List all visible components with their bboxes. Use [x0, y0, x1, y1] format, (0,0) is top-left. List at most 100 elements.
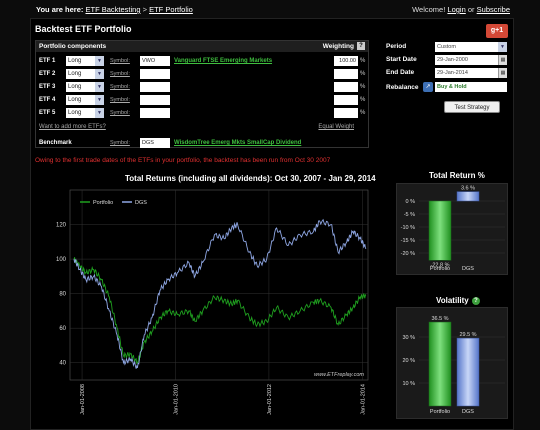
bar [428, 321, 452, 407]
etf-label: ETF 4 [39, 97, 56, 103]
benchmark-fund-link[interactable]: WisdomTree Emerg Mkts SmallCap Dividend [174, 140, 302, 146]
etf-label: ETF 1 [39, 58, 56, 64]
chevron-down-icon: ▼ [95, 69, 104, 79]
benchmark-symbol-input[interactable]: DGS [140, 138, 170, 148]
symbol-lookup-link[interactable]: Symbol: [110, 84, 130, 90]
y-tick-label: 20 % [402, 358, 415, 364]
etf-row: ETF 3 Long ▼ Symbol:% [36, 81, 368, 94]
weight-input[interactable] [334, 82, 358, 92]
symbol-input[interactable] [140, 108, 170, 118]
volatility-title: Volatility [436, 296, 469, 305]
position-select[interactable]: Long ▼ [66, 56, 104, 66]
portfolio-components-panel: Portfolio components Weighting ? ETF 1 Lo… [35, 40, 369, 148]
welcome-text: Welcome! [412, 5, 446, 14]
help-icon[interactable]: ? [357, 42, 365, 50]
watermark: www.ETFreplay.com [314, 372, 364, 378]
position-select[interactable]: Long ▼ [66, 95, 104, 105]
y-tick-label: -5 % [404, 212, 415, 218]
period-select[interactable]: Custom ▼ [435, 42, 507, 52]
y-tick-label: 10 % [402, 381, 415, 387]
chevron-down-icon: ▼ [498, 42, 507, 52]
position-value: Long [68, 110, 82, 116]
position-select[interactable]: Long ▼ [66, 82, 104, 92]
breadcrumb-etf-backtesting-link[interactable]: ETF Backtesting [85, 5, 141, 14]
category-label: DGS [462, 266, 474, 272]
symbol-input[interactable] [140, 95, 170, 105]
info-icon[interactable]: ↗ [423, 82, 433, 92]
start-date-value: 29-Jan-2000 [437, 57, 468, 63]
x-tick-label: Jan-01-2010 [174, 384, 180, 415]
google-plus-button[interactable]: g+1 [486, 24, 508, 38]
breadcrumb: You are here: ETF Backtesting > ETF Port… [36, 5, 193, 14]
data-label: -22.8 % [431, 262, 450, 268]
percent-sign: % [360, 84, 366, 90]
test-strategy-button[interactable]: Test Strategy [444, 101, 500, 113]
data-label: 3.6 % [461, 186, 475, 192]
benchmark-label: Benchmark [39, 140, 72, 146]
weighting-header-label: Weighting [322, 43, 354, 50]
add-more-etfs-link[interactable]: Want to add more ETFs? [39, 124, 106, 130]
start-date-label: Start Date [386, 56, 417, 63]
position-select[interactable]: Long ▼ [66, 108, 104, 118]
calendar-icon[interactable]: ▦ [498, 55, 507, 65]
data-label: 29.5 % [459, 332, 476, 338]
fund-name-link[interactable]: Vanguard FTSE Emerging Markets [174, 58, 273, 64]
y-tick-label: -10 % [401, 225, 415, 231]
or-text: or [467, 5, 475, 14]
weight-input[interactable]: 100.00 [334, 56, 358, 66]
equal-weight-link[interactable]: Equal Weight [318, 124, 354, 130]
y-tick-label: 100 [56, 257, 67, 263]
y-tick-label: 60 [59, 326, 66, 332]
end-date-value: 29-Jan-2014 [437, 70, 468, 76]
series-line [73, 218, 367, 369]
top-bar: You are here: ETF Backtesting > ETF Port… [0, 0, 540, 20]
bar [428, 200, 452, 261]
x-tick-label: Jan-01-2008 [80, 384, 86, 415]
position-select[interactable]: Long ▼ [66, 69, 104, 79]
volatility-chart: 30 % 20 % 10 % 36.5 % Portfolio 29.5 % DGS [402, 316, 505, 415]
subscribe-link[interactable]: Subscribe [476, 5, 510, 14]
welcome-area: Welcome! Login or Subscribe [412, 5, 510, 14]
chevron-down-icon: ▼ [95, 108, 104, 118]
period-value: Custom [437, 44, 456, 50]
symbol-input[interactable] [140, 69, 170, 79]
start-date-input[interactable]: 29-Jan-2000 ▦ [435, 55, 507, 65]
end-date-input[interactable]: 29-Jan-2014 ▦ [435, 68, 507, 78]
y-tick-label: 30 % [402, 335, 415, 341]
chevron-down-icon: ▼ [95, 95, 104, 105]
symbol-lookup-link[interactable]: Symbol: [110, 97, 130, 103]
weight-input[interactable] [334, 95, 358, 105]
y-tick-label: 0 % [406, 199, 416, 205]
x-tick-label: Jan-01-2014 [360, 384, 366, 415]
etf-row: ETF 1 Long ▼ Symbol: VWO Vanguard FTSE Emergi… [36, 55, 368, 68]
chevron-down-icon: ▼ [95, 82, 104, 92]
etf-row: ETF 2 Long ▼ Symbol:% [36, 68, 368, 81]
symbol-input[interactable]: VWO [140, 56, 170, 66]
symbol-lookup-link[interactable]: Symbol: [110, 58, 130, 64]
x-tick-label: Jan-01-2012 [267, 384, 273, 415]
y-tick-label: -15 % [401, 238, 415, 244]
weight-input[interactable] [334, 108, 358, 118]
percent-sign: % [360, 97, 366, 103]
rebalance-field[interactable]: Buy & Hold [435, 82, 507, 92]
weight-input[interactable] [334, 69, 358, 79]
symbol-lookup-link[interactable]: Symbol: [110, 110, 130, 116]
benchmark-symbol-link[interactable]: Symbol: [110, 140, 130, 146]
category-label: DGS [462, 409, 474, 415]
symbol-input[interactable] [140, 82, 170, 92]
breadcrumb-separator: > [142, 5, 147, 14]
data-label: 36.5 % [431, 316, 448, 322]
symbol-lookup-link[interactable]: Symbol: [110, 71, 130, 77]
question-icon[interactable]: ? [472, 297, 480, 305]
calendar-icon[interactable]: ▦ [498, 68, 507, 78]
login-link[interactable]: Login [447, 5, 466, 14]
y-tick-label: -20 % [401, 251, 415, 257]
category-label: Portfolio [430, 266, 450, 272]
volatility-panel: 30 % 20 % 10 % 36.5 % Portfolio 29.5 % DGS [396, 307, 508, 419]
plot-area [69, 189, 369, 381]
breadcrumb-etf-portfolio-link[interactable]: ETF Portfolio [149, 5, 193, 14]
legend-label: Portfolio [93, 200, 113, 206]
percent-sign: % [360, 58, 366, 64]
end-date-label: End Date [386, 69, 415, 76]
